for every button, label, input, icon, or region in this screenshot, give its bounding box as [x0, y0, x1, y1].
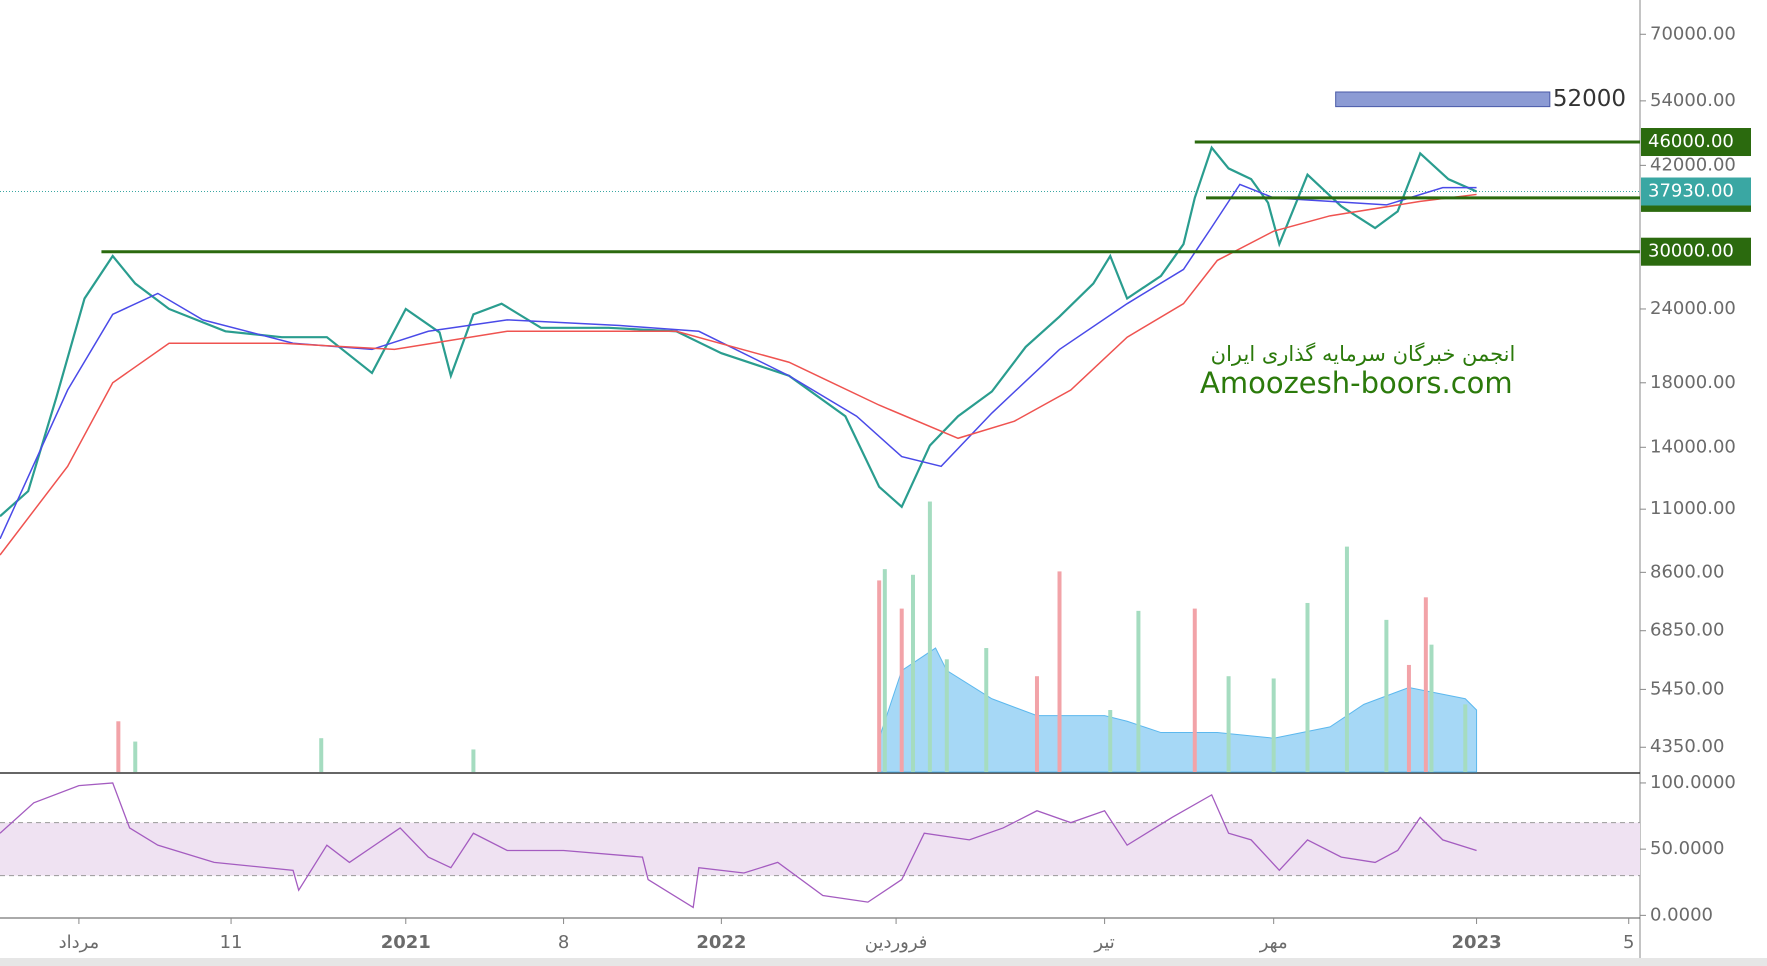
bottom-strip — [0, 958, 1767, 966]
x-tick-label: مهر — [1259, 932, 1288, 953]
level-label-box — [1641, 128, 1751, 157]
x-tick-label: مرداد — [59, 932, 100, 953]
volume-bar — [1305, 602, 1310, 772]
volume-bar — [133, 741, 138, 772]
watermark-site: Amoozesh-boors.com — [1200, 366, 1513, 400]
volume-bar — [1034, 676, 1039, 772]
volume-bar — [1136, 610, 1141, 772]
x-tick-label: تیر — [1093, 932, 1114, 953]
price-line — [0, 193, 1477, 556]
target-box — [1335, 91, 1551, 108]
level-label: 30000.00 — [1648, 241, 1734, 262]
x-tick-label: 2021 — [381, 932, 431, 953]
y-tick-label: 4350.00 — [1650, 736, 1724, 757]
volume-bar — [1429, 644, 1434, 772]
y-tick-label: 18000.00 — [1650, 372, 1736, 393]
y-tick-label: 5450.00 — [1650, 678, 1724, 699]
y-tick-label: 11000.00 — [1650, 498, 1736, 519]
y-tick-label: 70000.00 — [1650, 23, 1736, 44]
volume-bar — [882, 569, 887, 772]
volume-ma-area — [878, 647, 1478, 773]
x-tick-label: 8 — [558, 932, 569, 953]
y-tick-label: 6850.00 — [1650, 620, 1724, 641]
y-tick-label: 14000.00 — [1650, 436, 1736, 457]
x-tick-label: 2023 — [1452, 932, 1502, 953]
volume-bar — [1192, 608, 1197, 772]
volume-bar — [1271, 678, 1276, 772]
level-label: 46000.00 — [1648, 131, 1734, 152]
y-tick-label: 24000.00 — [1650, 298, 1736, 319]
volume-bar — [944, 659, 949, 772]
rsi-tick-label: 100.0000 — [1650, 772, 1736, 793]
volume-bar — [116, 721, 121, 772]
volume-bar — [1344, 546, 1349, 772]
y-tick-label: 8600.00 — [1650, 561, 1724, 582]
volume-bar — [1384, 619, 1389, 772]
current-price-box — [1641, 177, 1751, 206]
volume-bar — [1406, 664, 1411, 772]
rsi-tick-label: 0.0000 — [1650, 904, 1713, 925]
watermark-title: انجمن خبرگان سرمایه گذاری ایران — [1211, 342, 1516, 366]
rsi-band — [0, 822, 1640, 876]
volume-bar — [927, 501, 932, 772]
volume-bar — [471, 749, 476, 772]
volume-bar — [319, 738, 324, 772]
volume-bar — [1423, 597, 1428, 772]
rsi-line — [0, 782, 1477, 909]
x-tick-label: فروردین — [865, 932, 928, 953]
volume-bar — [984, 648, 989, 772]
x-tick-label: 2022 — [696, 932, 746, 953]
current-price-label: 37930.00 — [1648, 181, 1734, 202]
level-label-box — [1641, 237, 1751, 266]
target-label: 52000 — [1553, 86, 1626, 112]
x-tick-label: 11 — [220, 932, 243, 953]
volume-bar — [1057, 571, 1062, 772]
y-tick-label: 42000.00 — [1650, 154, 1736, 175]
rsi-tick-label: 50.0000 — [1650, 838, 1724, 859]
price-line — [0, 183, 1477, 540]
volume-bar — [877, 580, 882, 772]
volume-bar — [1463, 704, 1468, 772]
volume-bar — [910, 574, 915, 772]
volume-bar — [1226, 676, 1231, 772]
x-tick-label: 5 — [1623, 932, 1634, 953]
volume-bar — [899, 608, 904, 772]
volume-bar — [1108, 710, 1113, 772]
y-tick-label: 54000.00 — [1650, 90, 1736, 111]
